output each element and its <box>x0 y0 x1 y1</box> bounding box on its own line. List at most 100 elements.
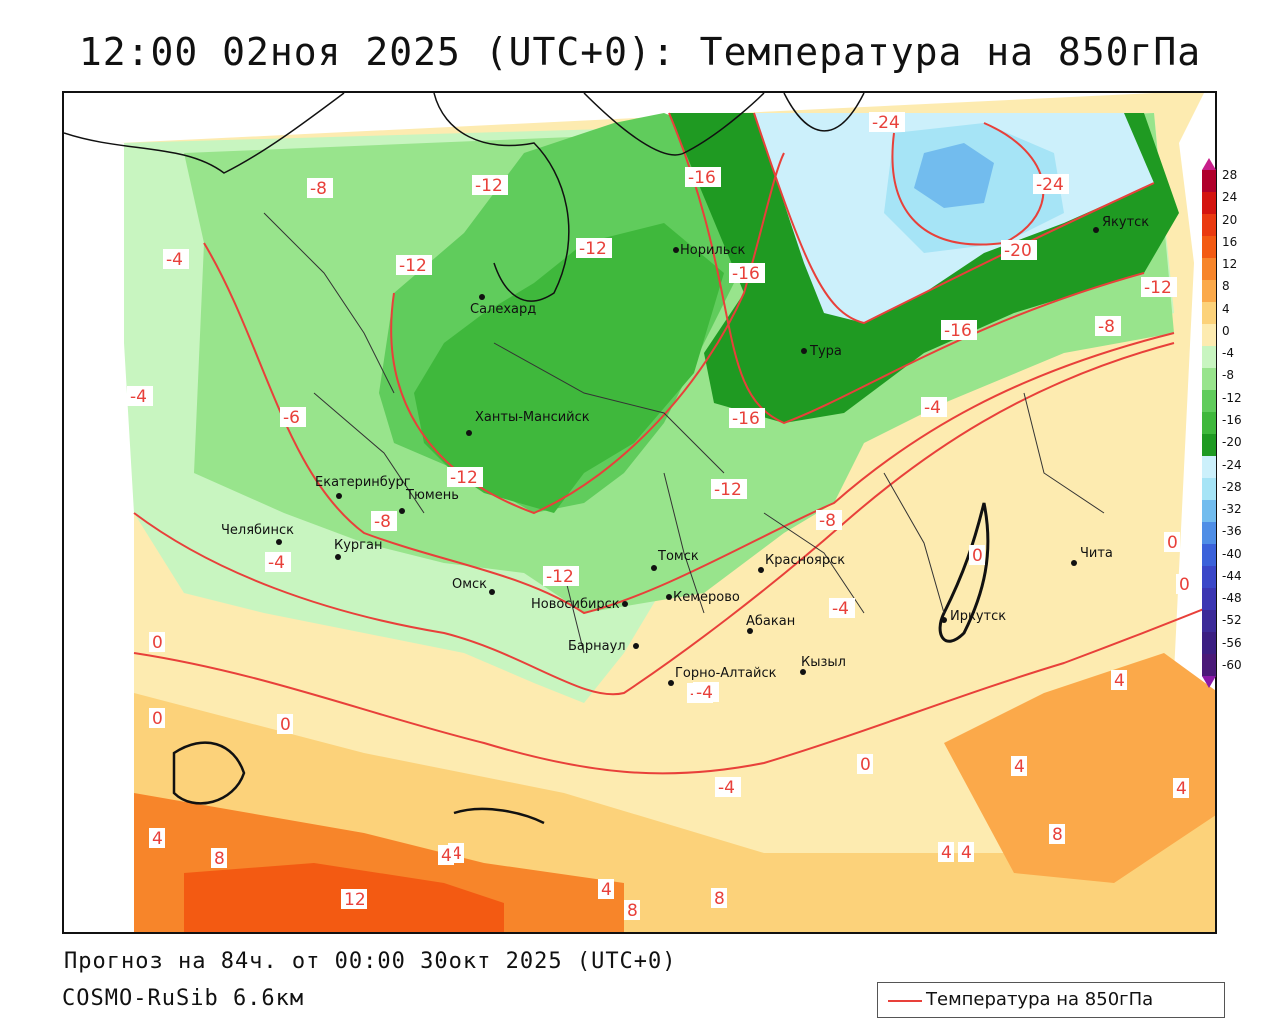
colorbar-swatch <box>1202 280 1216 303</box>
isotherm-label-bg <box>857 754 873 774</box>
isotherm-label-bg <box>829 598 855 618</box>
isotherm-label-bg <box>127 386 153 406</box>
colorbar-labels: 28 24 20 16 12 8 4 0 -4 -8 -12 -16 -20 -24 -28 -32 -36 -4… <box>1222 168 1272 680</box>
isotherm-value-label: -4 <box>718 778 735 798</box>
lake-baikal <box>938 502 990 643</box>
isotherm-value-label: 0 <box>152 633 163 653</box>
map-canvas: Норильск Салехард Тура Якутск Ханты-Мансийск… <box>64 93 1215 932</box>
city-dot <box>758 567 764 573</box>
city-label: Красноярск <box>765 553 845 568</box>
city-dot <box>622 601 628 607</box>
colorbar-swatch <box>1202 324 1216 347</box>
city-dot <box>801 348 807 354</box>
colorbar-swatch <box>1202 456 1216 479</box>
isotherm-label-bg <box>693 682 719 702</box>
temperature-colorbar <box>1202 158 1216 688</box>
isotherm-value-label: -12 <box>579 239 607 259</box>
colorbar-tick-label: -52 <box>1222 613 1242 628</box>
city-dot <box>673 247 679 253</box>
colorbar-swatch <box>1202 522 1216 545</box>
isotherm-value-label: 4 <box>1114 671 1125 691</box>
city-dot <box>800 669 806 675</box>
city-dot <box>1071 560 1077 566</box>
colorbar-tick-label: -56 <box>1222 635 1242 650</box>
temperature-fields <box>119 93 1215 932</box>
isotherm-label-bg <box>396 255 432 275</box>
isotherm-value-label: -8 <box>819 511 836 531</box>
colorbar-tick-label: 16 <box>1222 234 1238 249</box>
isotherm-label-bg <box>149 632 165 652</box>
colorbar-tick-label: -20 <box>1222 435 1242 450</box>
isotherm-label-bg <box>149 708 165 728</box>
colorbar-tick-label: 0 <box>1222 323 1230 338</box>
isotherm-value-labels: -24 -24 -16 -12 -12 -8 -16 -20 -12 -12 -16 -8 -4 -4 -6… <box>127 112 1192 921</box>
colorbar-swatch <box>1202 500 1216 523</box>
city-label: Новосибирск <box>531 597 620 612</box>
isotherm-label-bg <box>869 112 905 132</box>
city-dot <box>633 643 639 649</box>
city-dot <box>666 594 672 600</box>
colorbar-tick-label: -32 <box>1222 502 1242 517</box>
isotherm-label-bg <box>1164 532 1180 552</box>
isotherm-value-label: -16 <box>944 321 972 341</box>
caspian-aral <box>172 741 545 825</box>
city-dot <box>276 539 282 545</box>
isotherm-value-label: -12 <box>450 468 478 488</box>
isotherm-label-bg <box>1001 240 1037 260</box>
colorbar-swatch <box>1202 390 1216 413</box>
city-dot <box>668 680 674 686</box>
isotherm-label-bg <box>280 407 306 427</box>
city-label: Омск <box>452 577 487 592</box>
isotherm-value-label: 4 <box>941 843 952 863</box>
colorbar-tick-label: -40 <box>1222 546 1242 561</box>
city-dot <box>651 565 657 571</box>
isotherm-label-bg <box>1173 778 1189 798</box>
isotherm-value-label: 4 <box>1014 757 1025 777</box>
isotherm-value-label: -12 <box>1144 278 1172 298</box>
coastline-north <box>64 93 865 302</box>
city-label: Курган <box>334 538 382 553</box>
isotherm-label-bg <box>307 178 333 198</box>
city-dot <box>941 617 947 623</box>
isotherm-label-bg <box>277 714 293 734</box>
colorbar-tick-label: -36 <box>1222 524 1242 539</box>
isotherm-label-bg <box>958 842 974 862</box>
colorbar-swatch <box>1202 346 1216 369</box>
city-label: Иркутск <box>950 609 1006 624</box>
isotherm-value-label: -20 <box>1004 241 1032 261</box>
colorbar-swatch <box>1202 434 1216 457</box>
isotherm-value-label: -16 <box>732 409 760 429</box>
colorbar-swatch <box>1202 236 1216 259</box>
colorbar-tick-label: -8 <box>1222 368 1234 383</box>
isotherm-label-bg <box>438 845 454 865</box>
isotherm-value-label: -16 <box>732 264 760 284</box>
colorbar-swatch <box>1202 258 1216 281</box>
isotherm-value-label: -6 <box>283 408 300 428</box>
isotherm-value-label: 12 <box>344 890 366 910</box>
colorbar-tick-label: 4 <box>1222 301 1230 316</box>
city-dot <box>336 493 342 499</box>
city-dot <box>335 554 341 560</box>
isotherm-label-bg <box>715 777 741 797</box>
city-label: Кызыл <box>801 655 846 670</box>
isotherm-label-bg <box>163 249 189 269</box>
isotherm-minus20 <box>753 112 1155 325</box>
isotherm-value-label: 8 <box>1052 825 1063 845</box>
city-dot <box>399 508 405 514</box>
isotherm-minus8 <box>203 242 1175 615</box>
regional-borders <box>263 212 1105 654</box>
city-label: Чита <box>1080 546 1113 561</box>
isotherm-label-bg <box>341 889 367 909</box>
colorbar-swatch <box>1202 478 1216 501</box>
isotherm-value-label: -8 <box>374 512 391 532</box>
isotherm-value-label: -12 <box>399 256 427 276</box>
isotherm-value-label: 0 <box>152 709 163 729</box>
city-label: Тура <box>809 344 842 359</box>
isotherm-value-label: 8 <box>627 901 638 921</box>
isotherm-value-label: -12 <box>714 480 742 500</box>
colorbar-tick-label: -48 <box>1222 591 1242 606</box>
isotherm-value-label: 4 <box>961 843 972 863</box>
colorbar-tick-label: -60 <box>1222 658 1242 672</box>
model-info: COSMO-RuSib 6.6км <box>62 986 305 1011</box>
city-label: Екатеринбург <box>315 475 411 490</box>
